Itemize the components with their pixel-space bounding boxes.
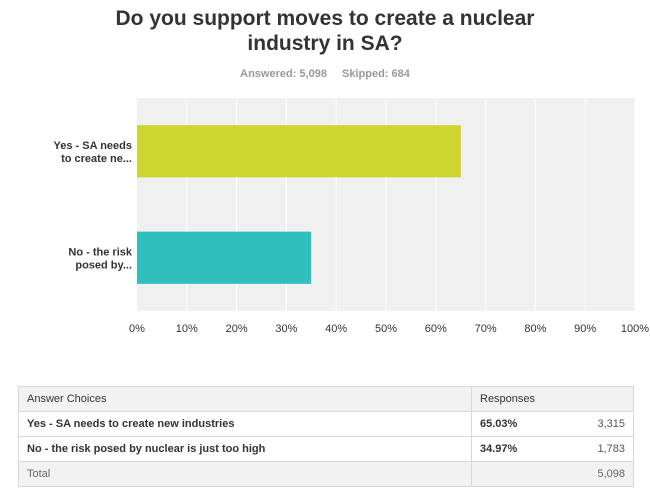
x-tick-label: 30% (275, 323, 297, 335)
total-label: Total (18, 461, 472, 487)
x-tick-label: 50% (375, 323, 397, 335)
category-label: posed by... (75, 259, 132, 271)
x-tick-label: 90% (574, 323, 596, 335)
row-percent: 65.03% (471, 411, 578, 437)
category-label: No - the risk (68, 246, 132, 258)
answered-count: Answered: 5,098 (240, 68, 327, 80)
title-line-2: industry in SA? (247, 32, 403, 55)
row-count: 3,315 (578, 411, 634, 437)
row-count: 1,783 (578, 436, 634, 462)
chart-title: Do you support moves to create a nuclear… (0, 6, 650, 56)
row-choice: No - the risk posed by nuclear is just t… (18, 436, 472, 462)
x-tick-label: 40% (325, 323, 347, 335)
bar-2 (137, 231, 312, 284)
title-line-1: Do you support moves to create a nuclear (115, 7, 535, 30)
x-tick-label: 20% (226, 323, 248, 335)
x-tick-label: 10% (176, 323, 198, 335)
header-blank (578, 386, 634, 412)
header-answer-choices: Answer Choices (18, 386, 472, 412)
category-label: Yes - SA needs (54, 140, 132, 152)
total-blank (471, 461, 578, 487)
table-total-row: Total 5,098 (18, 461, 634, 487)
x-tick-label: 60% (425, 323, 447, 335)
total-count: 5,098 (578, 461, 634, 487)
x-tick-label: 0% (129, 323, 145, 335)
table-row: No - the risk posed by nuclear is just t… (18, 436, 634, 462)
row-choice: Yes - SA needs to create new industries (18, 411, 472, 437)
row-percent: 34.97% (471, 436, 578, 462)
response-stats: Answered: 5,098 Skipped: 684 (0, 68, 650, 80)
table-row: Yes - SA needs to create new industries … (18, 411, 634, 437)
x-tick-label: 80% (524, 323, 546, 335)
category-label: to create ne... (61, 153, 132, 165)
bar-1 (137, 125, 461, 178)
responses-table: Answer Choices Responses Yes - SA needs … (18, 386, 634, 487)
header-responses: Responses (471, 386, 578, 412)
x-tick-label: 100% (621, 323, 649, 335)
skipped-count: Skipped: 684 (342, 68, 410, 80)
table-header-row: Answer Choices Responses (18, 386, 634, 412)
x-tick-label: 70% (475, 323, 497, 335)
